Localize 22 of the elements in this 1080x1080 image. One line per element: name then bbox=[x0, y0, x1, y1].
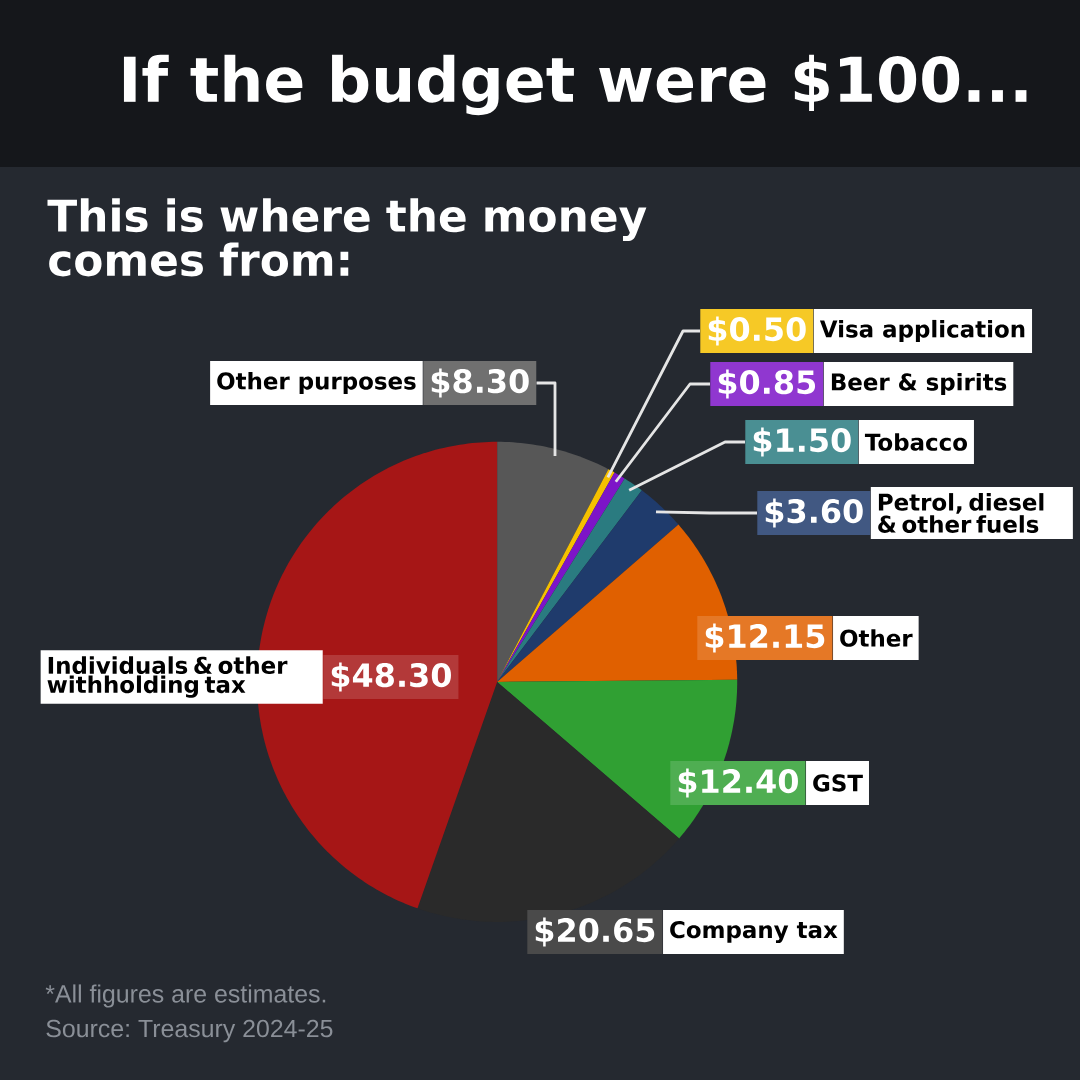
slice-label: Visa application bbox=[819, 319, 1025, 343]
slice-label: Tobacco bbox=[864, 433, 967, 451]
data-label: $12.40 bbox=[678, 768, 798, 798]
slice-label: Other purposes bbox=[217, 371, 416, 395]
text: *All figures are estimates. bbox=[45, 984, 326, 1008]
chart-subtitle: This is where the money comes from: bbox=[47, 198, 647, 277]
data-label: $48.30 bbox=[331, 662, 451, 692]
source-note: Source: Treasury 2024-25 bbox=[46, 1019, 333, 1043]
slice-label: Company tax bbox=[670, 921, 838, 943]
data-label: $3.60 bbox=[765, 498, 863, 528]
data-label: $0.50 bbox=[708, 316, 806, 346]
slice-label: Individuals & other withholding tax bbox=[47, 656, 288, 698]
data-label: $20.65 bbox=[535, 917, 655, 947]
data-label: $8.30 bbox=[431, 368, 529, 398]
slice-label: Petrol, diesel & other fuels bbox=[878, 493, 1044, 533]
slice-label: Beer & spirits bbox=[831, 372, 1007, 396]
slice-label: GST bbox=[813, 774, 863, 792]
data-label: $0.85 bbox=[718, 369, 816, 399]
chart-title: If the budget were $100... bbox=[123, 54, 1027, 116]
data-label: $12.15 bbox=[705, 623, 825, 653]
slice-label: Other bbox=[840, 629, 913, 647]
data-label: $1.50 bbox=[753, 427, 851, 457]
